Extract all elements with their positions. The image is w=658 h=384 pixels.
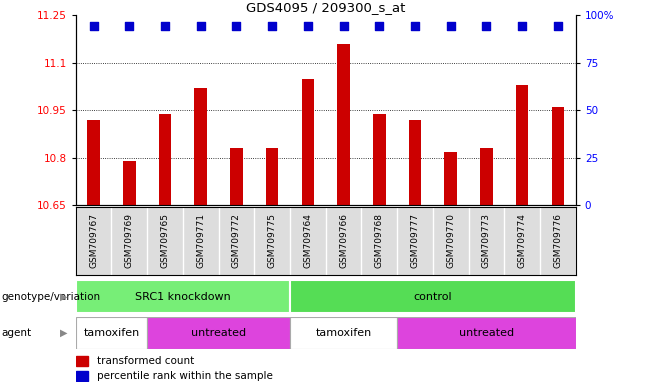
Bar: [76, 317, 147, 349]
Bar: [373, 114, 386, 205]
Bar: [290, 280, 576, 313]
Bar: [301, 79, 314, 205]
Text: GSM709772: GSM709772: [232, 213, 241, 268]
Point: [303, 23, 313, 30]
Point: [195, 23, 206, 30]
Bar: [123, 161, 136, 205]
Text: GSM709769: GSM709769: [125, 213, 134, 268]
Bar: [147, 317, 290, 349]
Point: [374, 23, 384, 30]
Text: ▶: ▶: [61, 328, 68, 338]
Bar: [76, 356, 88, 366]
Text: tamoxifen: tamoxifen: [315, 328, 372, 338]
Bar: [444, 152, 457, 205]
Bar: [159, 114, 171, 205]
Text: tamoxifen: tamoxifen: [84, 328, 139, 338]
Text: GSM709764: GSM709764: [303, 213, 313, 268]
Text: untreated: untreated: [459, 328, 514, 338]
Bar: [88, 120, 100, 205]
Text: GSM709773: GSM709773: [482, 213, 491, 268]
Bar: [76, 280, 290, 313]
Bar: [338, 44, 350, 205]
Text: transformed count: transformed count: [97, 356, 194, 366]
Text: control: control: [414, 291, 452, 302]
Bar: [195, 88, 207, 205]
Point: [88, 23, 99, 30]
Bar: [230, 149, 243, 205]
Text: percentile rank within the sample: percentile rank within the sample: [97, 371, 273, 381]
Bar: [290, 317, 397, 349]
Text: GSM709768: GSM709768: [375, 213, 384, 268]
Point: [231, 23, 241, 30]
Point: [517, 23, 528, 30]
Text: untreated: untreated: [191, 328, 246, 338]
Bar: [266, 149, 278, 205]
Text: GSM709767: GSM709767: [89, 213, 98, 268]
Bar: [76, 371, 88, 381]
Point: [481, 23, 492, 30]
Text: genotype/variation: genotype/variation: [1, 291, 101, 302]
Text: GSM709771: GSM709771: [196, 213, 205, 268]
Text: SRC1 knockdown: SRC1 knockdown: [135, 291, 231, 302]
Point: [445, 23, 456, 30]
Text: GSM709777: GSM709777: [411, 213, 420, 268]
Point: [553, 23, 563, 30]
Point: [160, 23, 170, 30]
Bar: [397, 317, 576, 349]
Text: GSM709770: GSM709770: [446, 213, 455, 268]
Point: [124, 23, 134, 30]
Bar: [516, 85, 528, 205]
Text: agent: agent: [1, 328, 32, 338]
Text: GSM709776: GSM709776: [553, 213, 563, 268]
Text: GSM709765: GSM709765: [161, 213, 170, 268]
Point: [410, 23, 420, 30]
Point: [267, 23, 278, 30]
Text: GSM709774: GSM709774: [518, 213, 526, 268]
Title: GDS4095 / 209300_s_at: GDS4095 / 209300_s_at: [246, 1, 405, 14]
Bar: [551, 107, 564, 205]
Bar: [409, 120, 421, 205]
Bar: [480, 149, 493, 205]
Point: [338, 23, 349, 30]
Text: GSM709775: GSM709775: [268, 213, 276, 268]
Text: ▶: ▶: [61, 291, 68, 302]
Text: GSM709766: GSM709766: [339, 213, 348, 268]
